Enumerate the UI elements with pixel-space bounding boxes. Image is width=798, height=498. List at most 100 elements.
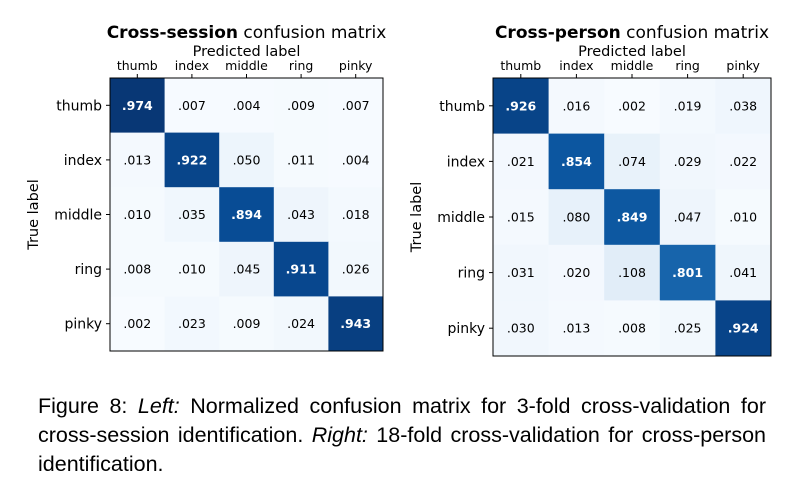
cross-person-cell-ring-index [548,244,605,301]
cross-session-xtick-label-middle: middle [225,58,268,73]
cross-session-cell-pinky-middle [219,296,275,352]
cross-session-cell-label-thumb-pinky: .007 [342,98,370,113]
cross-person-cell-label-middle-thumb: .015 [507,210,535,225]
cross-person-cell-label-ring-thumb: .031 [507,265,535,280]
cross-session-cell-label-index-index: .922 [176,152,207,167]
cross-person-cell-index-ring [659,133,716,190]
cross-session-cell-index-thumb [110,132,166,188]
cross-session-cell-pinky-pinky [328,296,384,352]
cross-person-cell-pinky-thumb [493,300,550,357]
cross-person-cell-middle-pinky [715,189,772,246]
cross-person-xlabel: Predicted label [578,44,686,60]
cross-session-cell-thumb-ring [273,78,329,134]
cross-session-cell-label-index-ring: .011 [287,152,315,167]
caption-right-label: Right: [311,423,368,447]
cross-person-cell-label-thumb-middle: .002 [618,98,646,113]
cross-person-title: Cross-person confusion matrix [495,23,769,43]
cross-session-cell-label-pinky-index: .023 [178,316,206,331]
cross-session-cell-thumb-thumb [110,78,166,134]
cross-person-cell-thumb-index [548,78,605,135]
cross-session-cell-label-thumb-index: .007 [178,98,206,113]
cross-session-cell-label-middle-index: .035 [178,207,206,222]
cross-session-xtick-label-pinky: pinky [339,58,373,73]
cross-person-ytick-label-pinky: pinky [447,321,485,337]
cross-session-cell-label-pinky-ring: .024 [287,316,315,331]
cross-session-ytick-label-ring: ring [75,262,102,278]
cross-person-cell-middle-middle [604,189,661,246]
cross-session-cell-label-pinky-middle: .009 [233,316,261,331]
cross-session-cell-label-middle-thumb: .010 [123,207,151,222]
cross-person-xtick-label-pinky: pinky [726,58,760,73]
cross-person-cell-label-thumb-index: .016 [562,98,590,113]
cross-person-cell-label-thumb-pinky: .038 [729,98,757,113]
cross-session-ytick-label-middle: middle [54,208,102,224]
cross-person-cell-index-thumb [493,133,550,190]
cross-session-xtick-label-ring: ring [289,58,313,73]
cross-person-cell-label-middle-middle: .849 [617,210,648,225]
cross-session-cell-label-index-pinky: .004 [342,152,370,167]
cross-person-cell-label-middle-pinky: .010 [729,210,757,225]
cross-session-cell-label-thumb-ring: .009 [287,98,315,113]
cross-person-cell-middle-thumb [493,189,550,246]
cross-session-cell-label-thumb-middle: .004 [233,98,261,113]
cross-session-xtick-label-thumb: thumb [117,58,158,73]
cross-person-cell-label-thumb-ring: .019 [674,98,702,113]
cross-session-cell-label-ring-thumb: .008 [123,262,151,277]
cross-person-cell-label-index-thumb: .021 [507,154,535,169]
cross-session-cell-index-index [164,132,220,188]
cross-session-cell-pinky-thumb [110,296,166,352]
cross-session-chart-svg: Cross-session confusion matrixPredicted … [26,23,386,352]
cross-person-cell-ring-pinky [715,244,772,301]
cross-session-cell-index-middle [219,132,275,188]
cross-session-cell-label-thumb-thumb: .974 [122,98,153,113]
cross-person-cell-index-index [548,133,605,190]
cross-person-cell-pinky-index [548,300,605,357]
caption-prefix: Figure 8: [38,394,138,418]
cross-person-cell-label-pinky-index: .013 [562,321,590,336]
cross-person-cell-thumb-thumb [493,78,550,135]
figure-caption: Figure 8: Left: Normalized confusion mat… [38,392,766,479]
cross-session-cell-label-index-middle: .050 [233,152,261,167]
cross-session-cell-middle-middle [219,187,275,243]
cross-session-cell-ring-middle [219,241,275,297]
cross-person-cell-label-middle-index: .080 [562,210,590,225]
cross-session-cell-middle-ring [273,187,329,243]
cross-person-cell-label-ring-middle: .108 [618,265,646,280]
cross-person-cell-label-thumb-thumb: .926 [505,98,536,113]
cross-person-cell-middle-ring [659,189,716,246]
cross-person-cell-label-index-index: .854 [561,154,592,169]
cross-person-cell-middle-index [548,189,605,246]
cross-person-cell-label-index-middle: .074 [618,154,646,169]
cross-session-cell-middle-index [164,187,220,243]
cross-person-ytick-label-middle: middle [437,210,485,226]
cross-person-cell-ring-ring [659,244,716,301]
cross-person-xtick-label-ring: ring [675,58,699,73]
cross-person-cell-label-index-pinky: .022 [729,154,757,169]
cross-session-cell-pinky-index [164,296,220,352]
cross-person-cell-pinky-ring [659,300,716,357]
cross-session-cell-label-pinky-pinky: .943 [340,316,371,331]
cross-person-cell-label-ring-index: .020 [562,265,590,280]
cross-person-cell-label-pinky-ring: .025 [674,321,702,336]
cross-session-cell-ring-ring [273,241,329,297]
cross-person-cell-pinky-middle [604,300,661,357]
cross-person-cell-thumb-pinky [715,78,772,135]
cross-session-cell-ring-thumb [110,241,166,297]
cross-person-ytick-label-index: index [447,154,485,170]
cross-person-cell-ring-middle [604,244,661,301]
cross-session-ytick-label-index: index [64,153,102,169]
cross-session-ytick-label-thumb: thumb [56,98,102,114]
cross-person-ylabel: True label [409,182,425,253]
cross-person-cell-label-ring-ring: .801 [672,265,703,280]
cross-session-cell-thumb-pinky [328,78,384,134]
caption-right-text: 18-fold cross-validation for cross-perso… [38,423,766,476]
cross-person-xtick-label-middle: middle [611,58,654,73]
cross-session-cell-thumb-index [164,78,220,134]
cross-person-cell-label-pinky-pinky: .924 [728,321,759,336]
cross-session-cell-middle-thumb [110,187,166,243]
cross-session-cell-label-pinky-thumb: .002 [123,316,151,331]
cross-session-cell-ring-pinky [328,241,384,297]
cross-session-cell-ring-index [164,241,220,297]
cross-person-cell-ring-thumb [493,244,550,301]
cross-person-cell-index-pinky [715,133,772,190]
